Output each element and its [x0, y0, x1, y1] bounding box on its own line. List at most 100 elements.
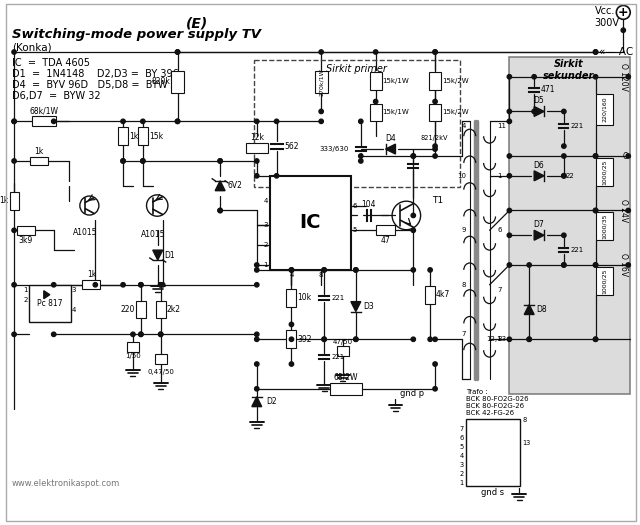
Circle shape — [374, 50, 378, 54]
Bar — [376, 225, 396, 235]
Text: 104: 104 — [362, 200, 376, 208]
Text: 270k/1W: 270k/1W — [319, 68, 324, 96]
Text: 47/50: 47/50 — [333, 339, 353, 345]
Text: 5: 5 — [460, 444, 464, 450]
Text: 5: 5 — [353, 227, 357, 233]
Text: 1: 1 — [497, 173, 502, 179]
Circle shape — [428, 268, 432, 272]
Text: 68k/1W: 68k/1W — [29, 107, 58, 116]
Circle shape — [593, 208, 598, 213]
Text: 0,47/50: 0,47/50 — [147, 369, 174, 375]
Text: 821/2kV: 821/2kV — [420, 135, 448, 141]
Text: 1/50: 1/50 — [125, 353, 141, 359]
Text: 15k/1W: 15k/1W — [383, 109, 410, 116]
Circle shape — [12, 228, 16, 233]
Text: 7: 7 — [497, 287, 502, 293]
Text: 7: 7 — [460, 426, 464, 433]
Circle shape — [52, 332, 56, 337]
Circle shape — [12, 332, 16, 337]
Circle shape — [52, 282, 56, 287]
Circle shape — [507, 154, 511, 158]
Bar — [596, 158, 613, 186]
Circle shape — [52, 119, 56, 123]
Text: D5: D5 — [534, 97, 545, 106]
Bar — [269, 176, 351, 270]
Text: 13: 13 — [522, 440, 531, 446]
Text: Pc 817: Pc 817 — [37, 299, 63, 308]
Circle shape — [275, 119, 279, 123]
Bar — [17, 226, 35, 235]
Bar — [466, 418, 520, 486]
Circle shape — [626, 75, 630, 79]
Text: 8: 8 — [319, 272, 323, 278]
Circle shape — [532, 75, 536, 79]
Circle shape — [141, 119, 145, 123]
Text: gnd p: gnd p — [401, 389, 424, 398]
Text: Trafo :
BCK 80-FO2G-026
BCK 80-FO2G-26
BCK 42-FG-26: Trafo : BCK 80-FO2G-026 BCK 80-FO2G-26 B… — [466, 389, 529, 416]
Bar — [118, 127, 128, 145]
Text: 220: 220 — [120, 305, 135, 314]
Text: 1k: 1k — [129, 132, 138, 141]
Circle shape — [562, 174, 566, 178]
Text: 1: 1 — [263, 262, 268, 268]
Text: D4: D4 — [385, 134, 396, 143]
Circle shape — [411, 213, 415, 218]
Text: 2: 2 — [263, 242, 268, 248]
Text: Switching-mode power supply TV: Switching-mode power supply TV — [12, 28, 261, 41]
Text: 9: 9 — [461, 227, 466, 233]
Text: 15k/2W: 15k/2W — [442, 109, 468, 116]
Circle shape — [411, 154, 415, 158]
Bar — [429, 72, 441, 90]
Circle shape — [433, 144, 437, 148]
Circle shape — [593, 154, 598, 158]
Circle shape — [141, 159, 145, 163]
Circle shape — [322, 268, 326, 272]
Circle shape — [433, 99, 437, 104]
Text: 4k7: 4k7 — [436, 290, 451, 299]
Circle shape — [175, 119, 180, 123]
Circle shape — [532, 109, 536, 113]
Text: 4: 4 — [72, 307, 76, 312]
Text: 6V2: 6V2 — [227, 181, 242, 190]
Circle shape — [175, 50, 180, 54]
Circle shape — [319, 119, 323, 123]
Circle shape — [562, 263, 566, 267]
Text: «— AC: «— AC — [598, 47, 633, 57]
Circle shape — [275, 174, 279, 178]
Circle shape — [593, 337, 598, 341]
Circle shape — [12, 159, 16, 163]
Circle shape — [593, 154, 598, 158]
Bar — [370, 72, 381, 90]
Circle shape — [621, 28, 625, 33]
Text: +: + — [618, 6, 628, 19]
Circle shape — [562, 233, 566, 237]
Circle shape — [289, 268, 294, 272]
Bar — [171, 71, 184, 92]
Text: 10k: 10k — [298, 293, 312, 302]
Text: D7: D7 — [534, 220, 545, 229]
Text: 47: 47 — [381, 236, 390, 245]
Text: 6: 6 — [460, 435, 464, 442]
Circle shape — [507, 208, 511, 213]
Text: 220/160: 220/160 — [602, 97, 607, 122]
Circle shape — [358, 159, 363, 163]
Circle shape — [593, 208, 598, 213]
Circle shape — [354, 268, 358, 272]
Circle shape — [507, 75, 511, 79]
Circle shape — [255, 174, 259, 178]
Circle shape — [255, 332, 259, 337]
Circle shape — [12, 119, 16, 123]
Text: 3k9: 3k9 — [19, 236, 33, 245]
Text: 1k: 1k — [87, 270, 96, 279]
Circle shape — [218, 208, 222, 213]
Circle shape — [289, 337, 294, 341]
Text: O 120V: O 120V — [620, 63, 628, 91]
Circle shape — [411, 268, 415, 272]
Circle shape — [93, 282, 97, 287]
Circle shape — [255, 386, 259, 391]
Circle shape — [159, 332, 163, 337]
Text: O 24V: O 24V — [620, 199, 628, 222]
Circle shape — [255, 119, 259, 123]
Polygon shape — [534, 107, 544, 117]
Circle shape — [507, 174, 511, 178]
